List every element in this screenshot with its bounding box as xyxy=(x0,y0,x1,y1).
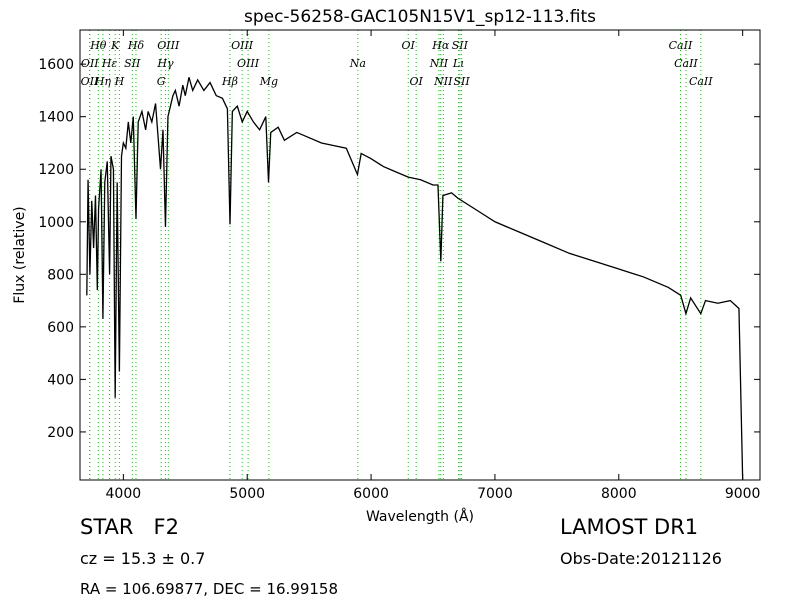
line-label: Hθ xyxy=(89,39,107,52)
y-tick-label: 800 xyxy=(47,267,74,283)
x-tick-label: 8000 xyxy=(601,486,637,502)
line-label: OII xyxy=(81,75,99,88)
line-label: OII xyxy=(81,57,99,70)
line-label: H xyxy=(114,75,125,88)
line-label: Hα xyxy=(431,39,450,52)
line-label: CaII xyxy=(674,57,698,70)
line-label: CaII xyxy=(669,39,693,52)
line-label: CaII xyxy=(689,75,713,88)
line-label: SII xyxy=(124,57,141,70)
line-label: OIII xyxy=(157,39,180,52)
line-label: Hγ xyxy=(156,57,174,70)
line-label: Lι xyxy=(452,57,465,70)
y-axis-label: Flux (relative) xyxy=(12,206,28,303)
y-tick-label: 1400 xyxy=(38,110,74,126)
line-label: Hδ xyxy=(127,39,145,52)
x-tick-label: 9000 xyxy=(725,486,761,502)
x-tick-label: 4000 xyxy=(106,486,142,502)
line-label: Hη xyxy=(94,75,112,88)
line-label: OI xyxy=(402,39,416,52)
line-label: NII xyxy=(433,75,453,88)
line-label: Hβ xyxy=(221,75,238,88)
line-label: Hε xyxy=(101,57,118,70)
chart-title: spec-56258-GAC105N15V1_sp12-113.fits xyxy=(244,7,596,27)
line-label: SII xyxy=(452,39,469,52)
x-tick-label: 7000 xyxy=(477,486,513,502)
y-tick-label: 200 xyxy=(47,425,74,441)
y-tick-label: 1000 xyxy=(38,215,74,231)
obs-date: Obs-Date:20121126 xyxy=(560,549,722,568)
coordinates: RA = 106.69877, DEC = 16.99158 xyxy=(80,580,338,598)
x-tick-label: 5000 xyxy=(229,486,265,502)
y-tick-label: 400 xyxy=(47,372,74,388)
y-tick-label: 600 xyxy=(47,320,74,336)
x-axis-label: Wavelength (Å) xyxy=(366,508,474,525)
survey: LAMOST DR1 xyxy=(560,515,698,539)
line-label: G xyxy=(157,75,166,88)
line-label: Na xyxy=(349,57,366,70)
y-tick-label: 1200 xyxy=(38,162,74,178)
object-class: STAR F2 xyxy=(80,515,179,539)
line-label: OIII xyxy=(231,39,254,52)
line-label: K xyxy=(110,39,120,52)
line-label: Mg xyxy=(259,75,278,88)
y-tick-label: 1600 xyxy=(38,57,74,73)
redshift: cz = 15.3 ± 0.7 xyxy=(80,549,205,568)
spectrum xyxy=(86,77,744,480)
line-label: OIII xyxy=(237,57,260,70)
x-tick-label: 6000 xyxy=(353,486,389,502)
line-label: OI xyxy=(409,75,423,88)
plot-frame xyxy=(79,29,761,481)
line-label: NII xyxy=(429,57,449,70)
line-label: SII xyxy=(454,75,471,88)
